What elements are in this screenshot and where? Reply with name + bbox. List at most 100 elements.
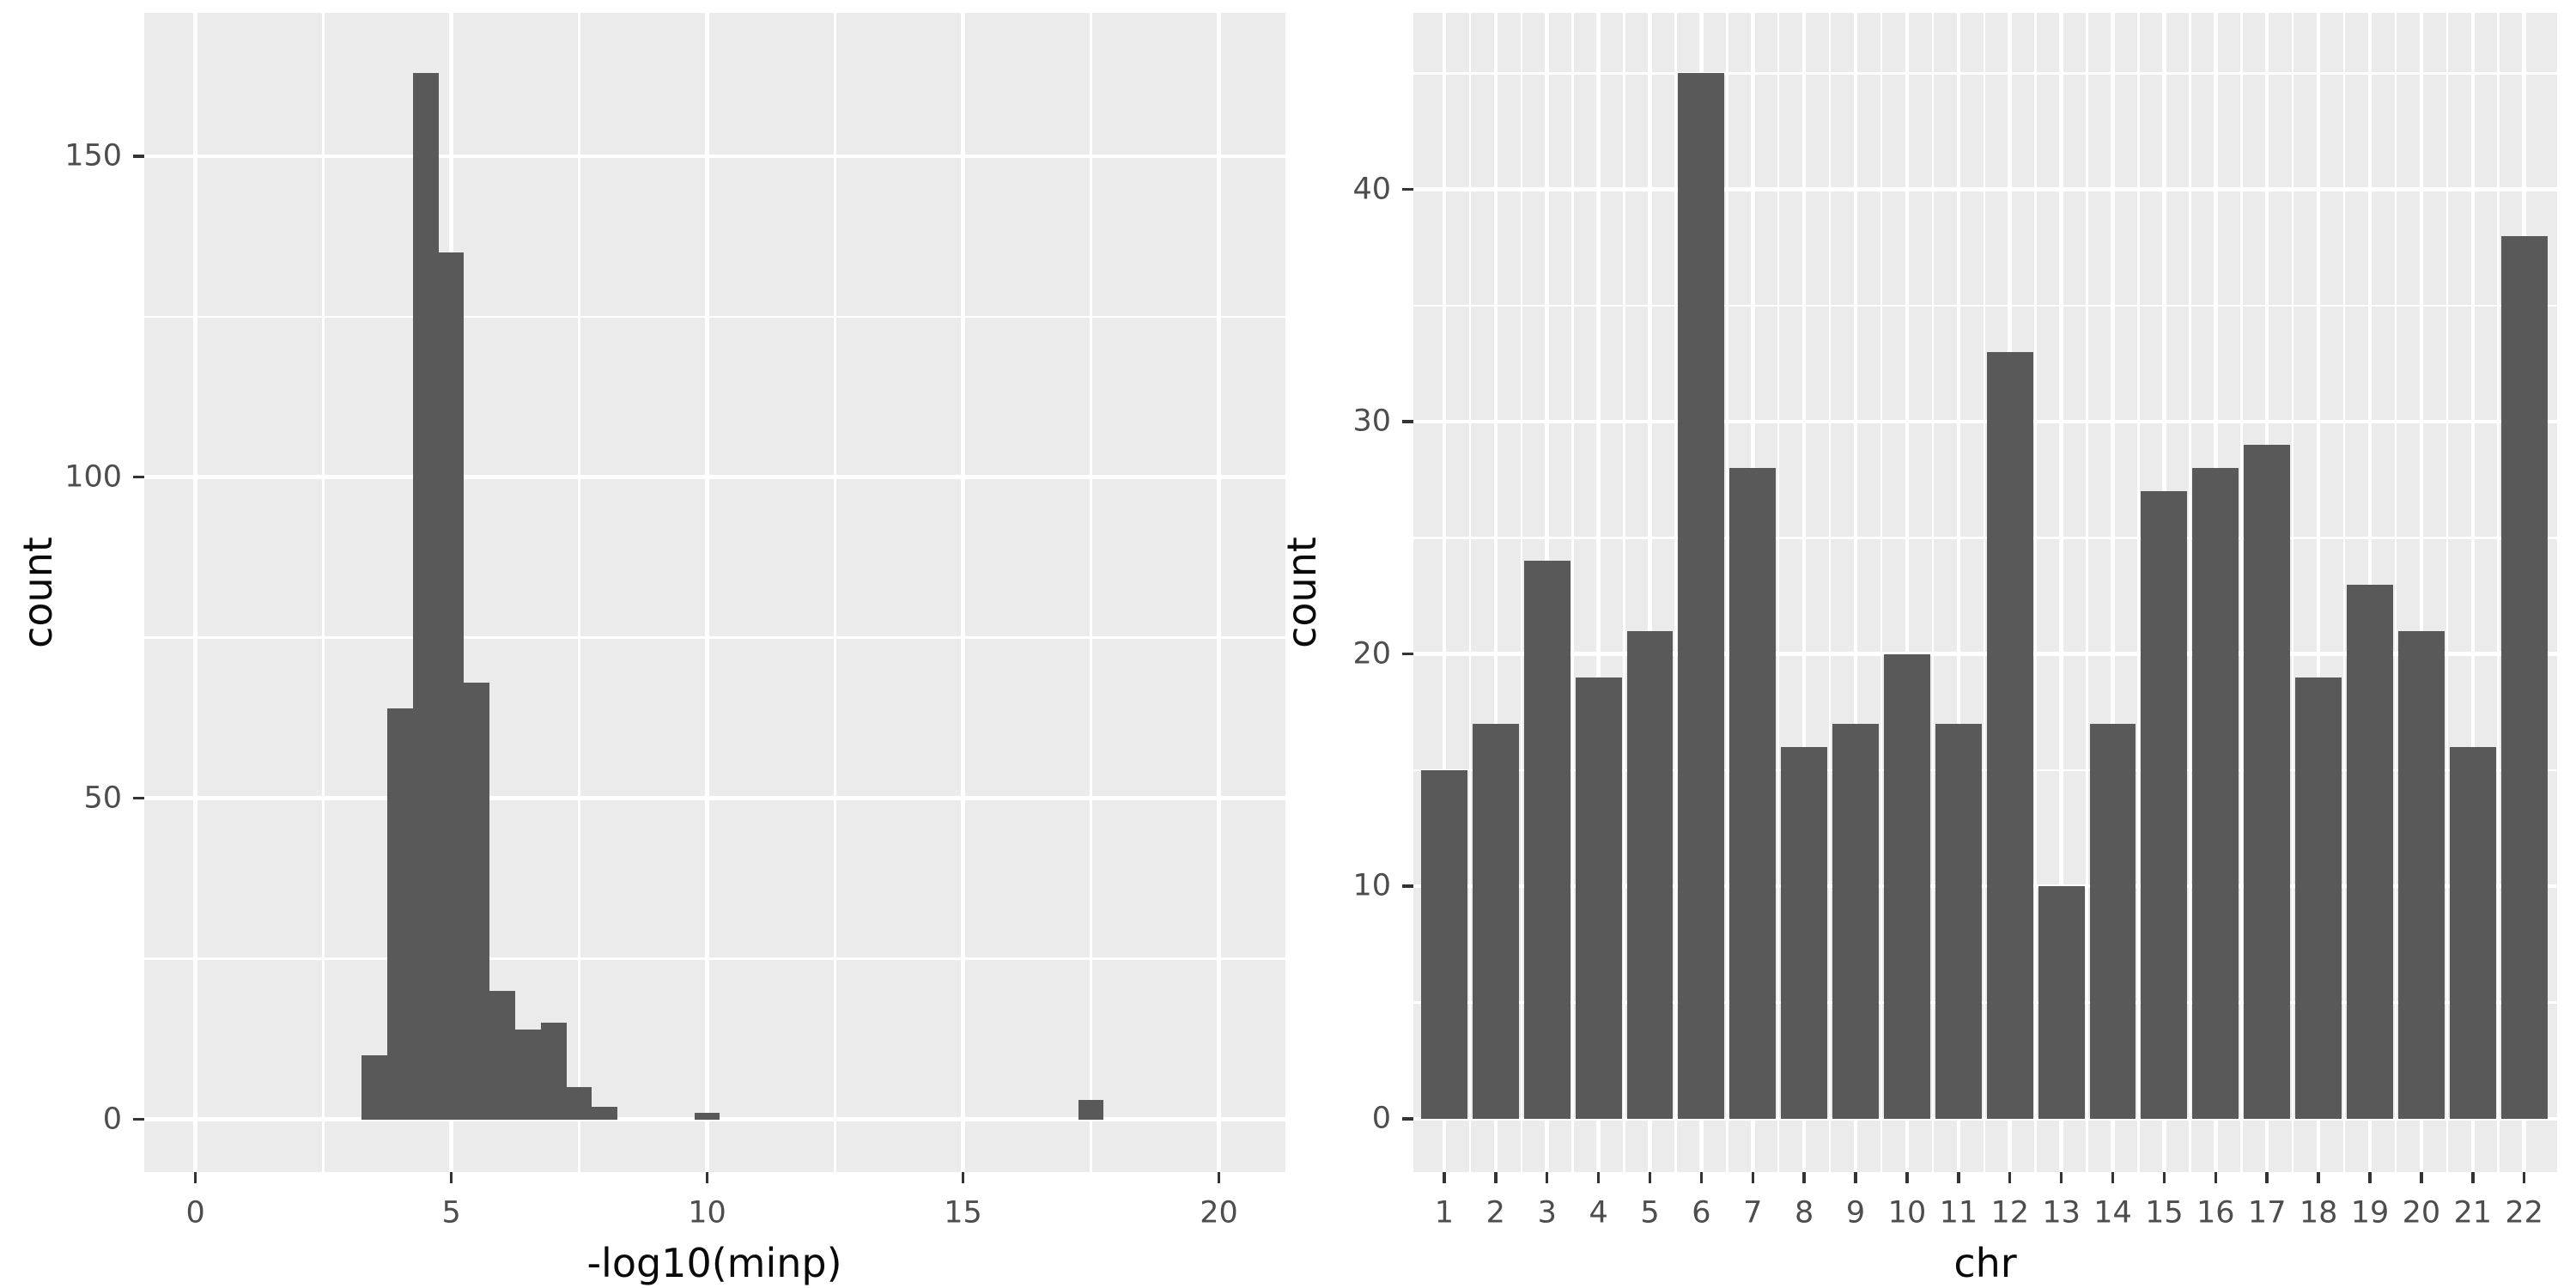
chr-bar [2501, 236, 2548, 1119]
x-tick-mark [1443, 1172, 1446, 1183]
x-tick-mark [1751, 1172, 1755, 1183]
y-major-gridline [1413, 1116, 2557, 1121]
histogram-bar [541, 1023, 567, 1120]
x-major-gridline [2316, 13, 2321, 1172]
chr-bar [1729, 468, 1776, 1119]
x-tick-mark [705, 1172, 709, 1183]
chr-bar [1781, 747, 1827, 1119]
x-tick-label: 1 [1434, 1195, 1455, 1230]
y-tick-label: 20 [1352, 636, 1391, 671]
x-minor-gridline [1828, 13, 1832, 1172]
right-y-axis-title: count [1279, 537, 1325, 648]
right-x-axis-title: chr [1953, 1240, 2017, 1286]
chr-bar [1421, 770, 1467, 1119]
x-minor-gridline [1520, 13, 1523, 1172]
x-tick-mark [2008, 1172, 2012, 1183]
x-minor-gridline [1777, 13, 1780, 1172]
x-tick-mark [1596, 1172, 1601, 1183]
chr-bar [2244, 445, 2290, 1119]
histogram-bar [439, 252, 464, 1120]
chr-bar [2141, 491, 2187, 1119]
x-minor-gridline [1674, 13, 1677, 1172]
x-minor-gridline [1623, 13, 1625, 1172]
x-tick-label: 8 [1795, 1195, 1814, 1230]
x-minor-gridline [1090, 13, 1092, 1172]
x-major-gridline [705, 13, 709, 1172]
x-tick-mark [1957, 1172, 1960, 1183]
y-tick-label: 50 [83, 781, 122, 816]
histogram-bar [695, 1113, 720, 1120]
y-minor-gridline [144, 636, 1285, 639]
x-minor-gridline [1931, 13, 1935, 1172]
x-minor-gridline [834, 13, 836, 1172]
x-minor-gridline [2240, 13, 2243, 1172]
chr-bar [1678, 73, 1724, 1119]
chr-bar [1576, 677, 1622, 1119]
y-tick-mark [1402, 1117, 1413, 1121]
y-tick-mark [133, 796, 144, 800]
x-minor-gridline [2086, 13, 2088, 1172]
x-tick-mark [1854, 1172, 1857, 1183]
x-tick-mark [1545, 1172, 1549, 1183]
histogram-bar [515, 1030, 541, 1120]
y-tick-label: 30 [1352, 404, 1391, 439]
y-tick-mark [1402, 420, 1413, 423]
y-tick-label: 150 [64, 138, 122, 173]
x-tick-mark [193, 1172, 197, 1183]
histogram-bar [489, 991, 515, 1120]
x-tick-label: 20 [1200, 1195, 1238, 1230]
x-tick-mark [2471, 1172, 2475, 1183]
x-major-gridline [2470, 13, 2476, 1172]
x-major-gridline [2419, 13, 2424, 1172]
y-tick-mark [1402, 884, 1413, 888]
x-minor-gridline [2137, 13, 2140, 1172]
y-major-gridline [1413, 652, 2557, 656]
x-major-gridline [1801, 13, 1807, 1172]
y-tick-mark [133, 155, 144, 158]
x-tick-label: 19 [2350, 1195, 2390, 1230]
y-tick-label: 0 [1371, 1101, 1391, 1136]
y-tick-mark [133, 475, 144, 479]
y-tick-mark [1402, 187, 1413, 191]
x-tick-label: 21 [2453, 1195, 2493, 1230]
x-tick-mark [2214, 1172, 2218, 1183]
x-minor-gridline [1726, 13, 1728, 1172]
histogram-bar [464, 683, 489, 1120]
left-y-axis-title: count [15, 537, 61, 648]
x-tick-label: 10 [688, 1195, 726, 1230]
x-tick-label: 7 [1743, 1195, 1763, 1230]
x-major-gridline [2059, 13, 2063, 1172]
x-tick-mark [2265, 1172, 2269, 1183]
x-major-gridline [1956, 13, 1961, 1172]
x-major-gridline [1905, 13, 1910, 1172]
x-minor-gridline [1468, 13, 1472, 1172]
x-tick-label: 10 [1887, 1195, 1927, 1230]
x-tick-label: 3 [1537, 1195, 1557, 1230]
y-tick-mark [133, 1117, 144, 1121]
x-major-gridline [193, 13, 197, 1172]
x-tick-label: 12 [1990, 1195, 2030, 1230]
chr-bar [2450, 747, 2496, 1119]
x-tick-label: 15 [2145, 1195, 2184, 1230]
y-minor-gridline [144, 957, 1285, 960]
x-tick-mark [2111, 1172, 2115, 1183]
x-tick-mark [449, 1172, 453, 1183]
x-tick-label: 22 [2505, 1195, 2543, 1230]
x-major-gridline [1493, 13, 1498, 1172]
x-minor-gridline [2445, 13, 2449, 1172]
x-tick-mark [2059, 1172, 2063, 1183]
x-tick-label: 5 [441, 1195, 461, 1230]
x-tick-mark [1648, 1172, 1652, 1183]
x-major-gridline [1853, 13, 1858, 1172]
x-tick-label: 15 [944, 1195, 982, 1230]
left-x-axis-title: -log10(minp) [586, 1240, 842, 1286]
x-tick-label: 17 [2247, 1195, 2287, 1230]
chr-bar [2398, 631, 2445, 1119]
x-tick-mark [1699, 1172, 1704, 1183]
chr-bar [1935, 724, 1982, 1119]
y-major-gridline [1413, 187, 2557, 191]
histogram-bar [413, 73, 439, 1120]
y-minor-gridline [144, 315, 1285, 319]
x-tick-mark [1802, 1172, 1806, 1183]
